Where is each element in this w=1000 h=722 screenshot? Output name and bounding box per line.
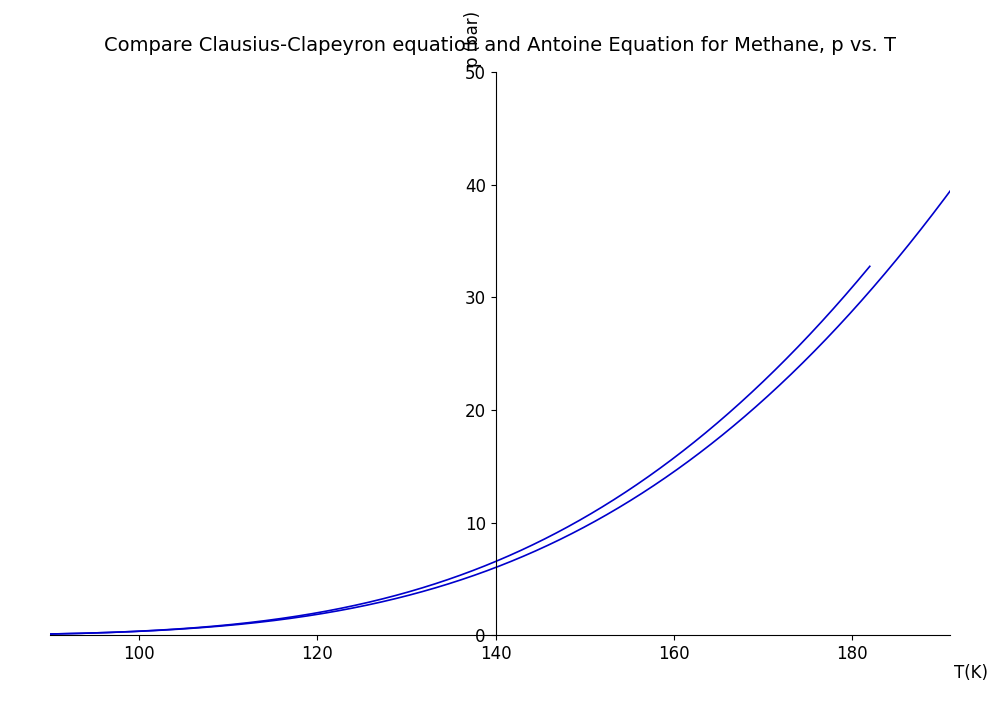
Text: p (bar): p (bar) — [464, 10, 482, 66]
Title: Compare Clausius-Clapeyron equation and Antoine Equation for Methane, p vs. T: Compare Clausius-Clapeyron equation and … — [104, 36, 896, 56]
Text: T(K): T(K) — [954, 664, 988, 682]
